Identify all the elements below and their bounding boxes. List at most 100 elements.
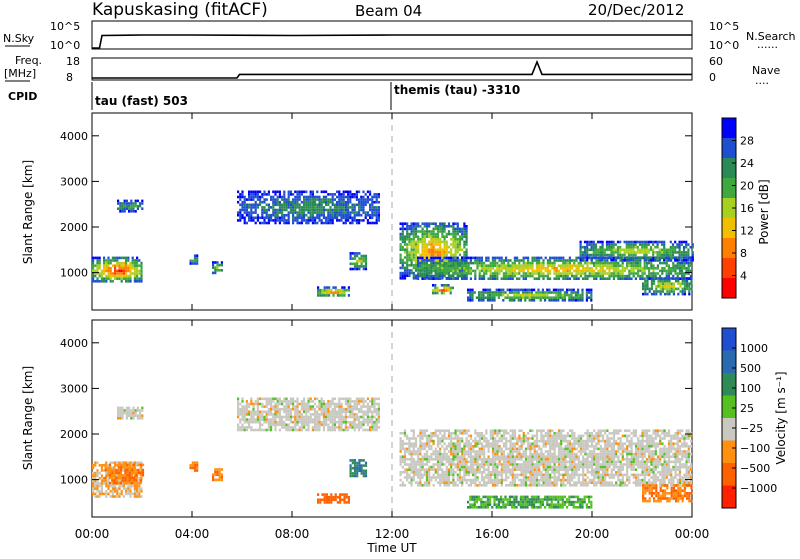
- echo-cell: [216, 479, 218, 482]
- echo-cell: [597, 272, 599, 275]
- echo-cell: [441, 479, 443, 482]
- echo-cell: [590, 291, 592, 294]
- echo-cell: [94, 270, 96, 273]
- echo-cell: [545, 275, 547, 278]
- echo-cell: [686, 280, 688, 283]
- echo-cell: [303, 211, 305, 214]
- echo-cell: [296, 214, 298, 217]
- echo-cell: [573, 259, 575, 262]
- echo-cell: [310, 211, 312, 214]
- echo-cell: [192, 260, 194, 263]
- echo-cell: [676, 243, 678, 246]
- echo-cell: [446, 474, 448, 477]
- echo-cell: [268, 206, 270, 209]
- echo-cell: [196, 260, 198, 263]
- echo-cell: [296, 413, 298, 416]
- echo-cell: [441, 241, 443, 244]
- echo-cell: [666, 282, 668, 285]
- echo-cell: [479, 484, 481, 487]
- echo-cell: [261, 429, 263, 432]
- echo-cell: [257, 400, 259, 403]
- echo-cell: [415, 450, 417, 453]
- echo-cell: [424, 448, 426, 451]
- echo-cell: [439, 481, 441, 484]
- echo-cell: [430, 254, 432, 257]
- echo-cell: [336, 206, 338, 209]
- echo-cell: [371, 198, 373, 201]
- echo-cell: [120, 469, 122, 472]
- echo-cell: [526, 291, 528, 294]
- echo-cell: [321, 493, 323, 496]
- echo-cell: [553, 299, 555, 302]
- echo-cell: [419, 238, 421, 241]
- echo-cell: [350, 459, 352, 462]
- echo-cell: [121, 257, 123, 260]
- echo-cell: [352, 472, 354, 475]
- echo-cell: [132, 257, 134, 260]
- echo-cell: [635, 254, 637, 257]
- echo-cell: [294, 211, 296, 214]
- echo-cell: [476, 259, 478, 262]
- echo-cell: [99, 472, 101, 475]
- echo-cell: [321, 214, 323, 217]
- echo-cell: [406, 274, 408, 277]
- echo-cell: [360, 424, 362, 427]
- echo-cell: [307, 206, 309, 209]
- echo-cell: [299, 426, 301, 429]
- echo-cell: [296, 206, 298, 209]
- echo-cell: [548, 296, 550, 299]
- echo-cell: [411, 233, 413, 236]
- colorbar-swatch: [722, 238, 736, 258]
- echo-cell: [314, 411, 316, 414]
- echo-cell: [119, 409, 121, 412]
- echo-cell: [448, 479, 450, 482]
- echo-cell: [556, 275, 558, 278]
- echo-cell: [363, 265, 365, 268]
- echo-cell: [663, 246, 665, 249]
- echo-cell: [376, 403, 378, 406]
- echo-cell: [413, 248, 415, 251]
- echo-cell: [290, 209, 292, 212]
- echo-cell: [542, 259, 544, 262]
- echo-cell: [301, 426, 303, 429]
- echo-cell: [483, 262, 485, 265]
- echo-cell: [630, 270, 632, 273]
- echo-cell: [471, 299, 473, 302]
- echo-cell: [672, 251, 674, 254]
- echo-cell: [281, 400, 283, 403]
- echo-cell: [452, 259, 454, 262]
- echo-cell: [356, 193, 358, 196]
- echo-cell: [437, 238, 439, 241]
- echo-cell: [369, 217, 371, 220]
- echo-cell: [404, 468, 406, 471]
- echo-cell: [288, 403, 290, 406]
- echo-cell: [361, 257, 363, 260]
- echo-cell: [619, 264, 621, 267]
- echo-cell: [369, 222, 371, 225]
- echo-cell: [479, 458, 481, 461]
- echo-cell: [529, 264, 531, 267]
- echo-cell: [332, 201, 334, 204]
- echo-cell: [356, 255, 358, 258]
- echo-cell: [430, 445, 432, 448]
- echo-cell: [617, 249, 619, 252]
- echo-cell: [670, 249, 672, 252]
- echo-cell: [512, 270, 514, 273]
- echo-cell: [305, 411, 307, 414]
- echo-cell: [461, 277, 463, 280]
- echo-cell: [345, 191, 347, 194]
- echo-cell: [317, 294, 319, 297]
- echo-cell: [461, 450, 463, 453]
- echo-cell: [463, 479, 465, 482]
- echo-cell: [288, 214, 290, 217]
- echo-cell: [343, 501, 345, 504]
- echo-cell: [259, 403, 261, 406]
- echo-cell: [402, 481, 404, 484]
- echo-cell: [334, 204, 336, 207]
- echo-cell: [426, 264, 428, 267]
- echo-cell: [446, 466, 448, 469]
- echo-cell: [655, 267, 657, 270]
- echo-cell: [505, 270, 507, 273]
- echo-cell: [121, 490, 123, 493]
- echo-cell: [252, 217, 254, 220]
